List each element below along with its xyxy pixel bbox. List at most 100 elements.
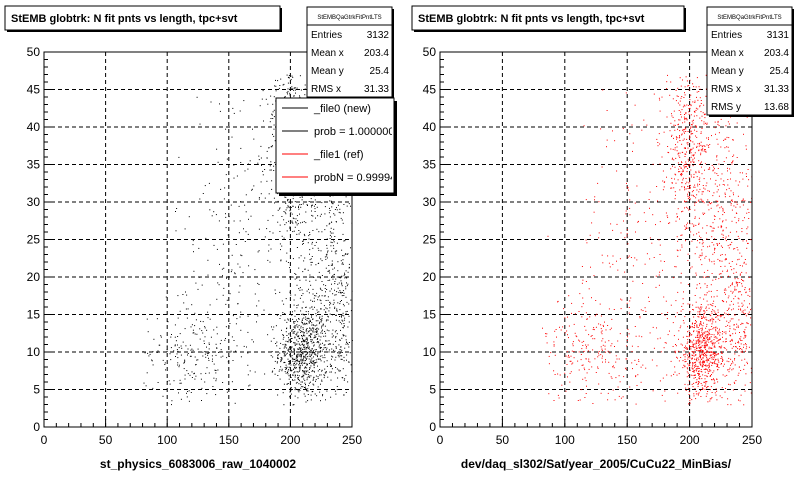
data-point <box>191 348 193 350</box>
data-point <box>186 317 188 319</box>
data-point <box>571 363 573 365</box>
data-point <box>321 370 323 372</box>
data-point <box>699 314 701 316</box>
data-point <box>341 282 343 284</box>
data-point <box>292 404 294 406</box>
data-point <box>308 382 310 384</box>
data-point <box>304 323 306 325</box>
data-point <box>243 228 244 230</box>
data-point <box>324 206 326 208</box>
data-point <box>557 301 559 303</box>
data-point <box>308 201 310 202</box>
data-point <box>714 382 716 384</box>
data-point <box>676 374 678 376</box>
data-point <box>677 87 679 89</box>
data-point <box>724 147 726 149</box>
data-point <box>176 208 178 209</box>
data-point <box>738 237 740 239</box>
data-point <box>227 234 229 236</box>
data-point <box>704 114 706 115</box>
data-point <box>184 374 186 376</box>
data-point <box>302 243 304 244</box>
data-point <box>659 380 661 382</box>
data-point <box>294 367 296 368</box>
data-point <box>288 201 290 203</box>
data-point <box>334 306 336 308</box>
data-point <box>690 267 692 269</box>
data-point <box>311 316 312 318</box>
data-point <box>699 117 701 119</box>
data-point <box>601 357 603 359</box>
data-point <box>671 187 673 189</box>
data-point <box>712 230 714 232</box>
data-point <box>725 289 727 291</box>
data-point <box>314 295 316 297</box>
data-point <box>708 258 710 260</box>
data-point <box>713 336 715 338</box>
data-point <box>317 356 318 358</box>
data-point <box>721 260 723 262</box>
data-point <box>206 329 208 331</box>
data-point <box>707 276 709 277</box>
data-point <box>707 373 709 374</box>
data-point <box>685 347 687 349</box>
data-point <box>581 266 583 267</box>
data-point <box>301 386 303 387</box>
data-point <box>731 292 733 294</box>
data-point <box>705 316 707 318</box>
data-point <box>745 348 747 350</box>
data-point <box>277 80 279 82</box>
data-point <box>318 335 320 337</box>
data-point <box>258 250 260 252</box>
data-point <box>688 394 690 395</box>
data-point <box>697 385 699 387</box>
data-point <box>235 350 237 352</box>
data-point <box>305 357 306 359</box>
data-point <box>320 308 322 310</box>
data-point <box>711 323 713 325</box>
data-point <box>742 240 744 242</box>
data-point <box>702 365 704 367</box>
data-point <box>677 179 679 181</box>
data-point <box>703 346 705 348</box>
data-point <box>307 390 309 392</box>
data-point <box>656 327 657 329</box>
data-point <box>711 317 713 319</box>
data-point <box>179 379 181 381</box>
data-point <box>343 275 345 277</box>
data-point <box>707 204 709 206</box>
data-point <box>310 361 312 363</box>
data-point <box>304 373 306 375</box>
data-point <box>348 263 350 265</box>
data-point <box>309 234 311 235</box>
data-point <box>332 232 334 234</box>
data-point <box>687 185 689 187</box>
data-point <box>696 350 698 351</box>
data-point <box>702 185 704 186</box>
data-point <box>682 122 684 124</box>
data-point <box>688 191 690 193</box>
data-point <box>304 341 306 343</box>
data-point <box>703 121 705 123</box>
data-point <box>629 300 631 302</box>
data-point <box>345 288 347 290</box>
data-point <box>704 212 706 214</box>
data-point <box>749 382 751 384</box>
data-point <box>290 350 292 352</box>
data-point <box>693 331 694 333</box>
data-point <box>707 168 709 170</box>
data-point <box>279 347 281 349</box>
data-point <box>302 341 304 343</box>
data-point <box>296 354 297 356</box>
data-point <box>725 333 727 335</box>
data-point <box>732 161 733 163</box>
data-point <box>292 311 293 313</box>
data-point <box>706 286 708 288</box>
data-point <box>218 220 220 222</box>
data-point <box>281 370 283 372</box>
stats-row-value: 31.33 <box>364 84 389 95</box>
data-point <box>717 340 719 342</box>
data-point <box>688 336 690 338</box>
data-point <box>317 215 319 217</box>
data-point <box>730 358 732 360</box>
